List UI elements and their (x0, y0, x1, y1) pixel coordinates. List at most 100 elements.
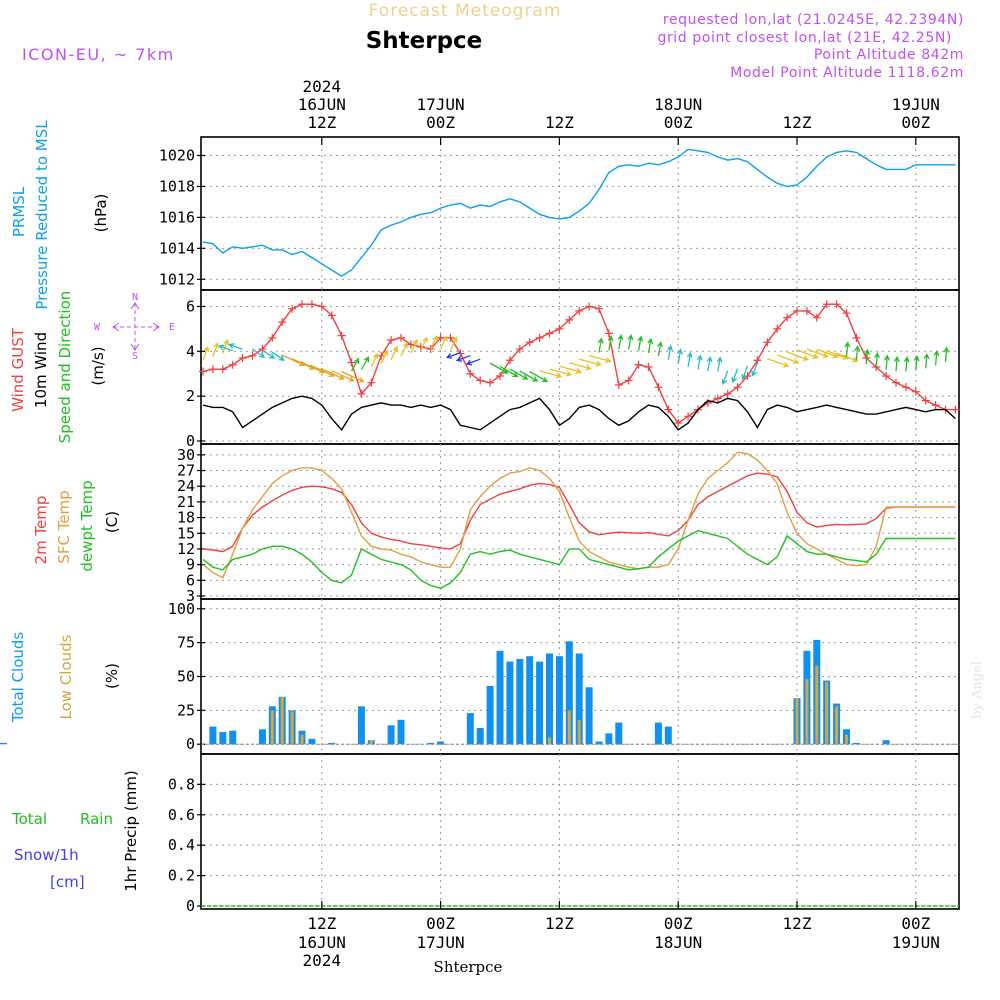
wind-direction-arrow-icon (331, 370, 355, 382)
gust-point (575, 306, 584, 315)
bottom-time-hour: 12Z (307, 914, 336, 933)
top-time-date: 16JUN (298, 95, 346, 114)
low-cloud-bar (825, 681, 829, 745)
wind-ytick-label: 4 (186, 342, 195, 360)
gust-point (397, 333, 405, 342)
total-cloud-bar (516, 658, 524, 745)
bottom-time-hour: 12Z (545, 914, 574, 933)
temperature-ytick-label: 18 (177, 509, 195, 527)
total-cloud-bar (605, 733, 613, 745)
low-cloud-bar (815, 665, 819, 745)
requested-coords: requested lon,lat (21.0245E, 42.2394N) (663, 12, 964, 28)
gust-point (743, 371, 752, 380)
temperature-ytick-label: 3 (186, 587, 195, 605)
total-cloud-bar (575, 653, 583, 745)
gust-point (505, 356, 514, 365)
plot-layer: 1012101410161018102002463691215182124273… (0, 77, 960, 970)
wind-series-wind-gust (202, 303, 956, 425)
gust-point (793, 306, 801, 315)
wind-direction-arrow-icon (499, 365, 519, 378)
wind-direction-arrow-icon (806, 348, 829, 359)
pressure-ytick-label: 1020 (159, 146, 195, 164)
gust-point (713, 394, 722, 403)
wind-direction-arrow-icon (864, 348, 871, 365)
temperature-panel-frame (200, 443, 960, 600)
gust-point (248, 351, 257, 360)
clouds-ytick-label: 50 (177, 668, 195, 686)
low-cloud-bar (835, 706, 839, 745)
gust-point (258, 345, 267, 354)
total-cloud-bar (526, 656, 534, 745)
low-cloud-bar (369, 740, 373, 745)
wind-direction-arrow-icon (529, 370, 549, 383)
total-clouds-label: Total Clouds (9, 632, 27, 724)
percent-unit-label: (%) (103, 663, 121, 689)
total-cloud-bar (229, 730, 237, 745)
wind-series-10m-wind (202, 395, 956, 431)
watermark: by Angel (970, 661, 985, 719)
temperature-ytick-label: 21 (177, 493, 195, 511)
wind-ytick-label: 2 (186, 387, 195, 405)
wind-direction-arrow-icon (913, 355, 920, 371)
clouds-ytick-label: 75 (177, 634, 195, 652)
wind-direction-arrow-icon (509, 368, 529, 380)
clouds-ytick-label: 0 (186, 735, 195, 753)
total-cloud-bar (387, 725, 395, 745)
clouds-ytick-label: 25 (177, 701, 195, 719)
wind-direction-arrow-icon (607, 335, 614, 351)
temperature-series-2m-temp (202, 472, 956, 553)
total-cloud-bar (852, 742, 860, 745)
wind-direction-arrow-icon (731, 368, 739, 384)
wind-direction-arrow-icon (222, 338, 229, 354)
wind-direction-arrow-icon (923, 353, 930, 369)
wind-10m-label: 10m Wind (32, 332, 50, 408)
top-time-date: 18JUN (654, 95, 702, 114)
low-cloud-bar (290, 711, 294, 745)
top-time-date: 17JUN (417, 95, 465, 114)
wind-direction-arrow-icon (420, 336, 428, 351)
wind-direction-arrow-icon (380, 349, 389, 364)
wind-direction-arrow-icon (539, 370, 563, 379)
gust-point (664, 405, 673, 414)
top-time-hour: 12Z (783, 113, 812, 132)
wind-direction-arrow-icon (350, 357, 360, 372)
wind-direction-arrow-icon (716, 356, 723, 372)
precip-ytick-label: 0.4 (168, 836, 195, 854)
wind-ytick-label: 6 (186, 297, 195, 315)
wind-direction-arrow-icon (826, 350, 849, 360)
low-cloud-bar (805, 679, 809, 745)
total-cloud-bar (506, 661, 514, 745)
ms-unit-label: (m/s) (89, 346, 107, 385)
compass-arrows-icon (112, 302, 160, 351)
wind-direction-arrow-icon (271, 351, 285, 361)
gust-point (733, 383, 742, 392)
pressure-ytick-label: 1014 (159, 239, 195, 257)
wind-direction-arrow-icon (874, 351, 880, 368)
gust-point (367, 378, 376, 387)
wind-direction-arrow-icon (281, 354, 306, 367)
wind-direction-arrow-icon (686, 351, 693, 367)
cloud-ylabel: Total Clouds Low Clouds (%) (9, 632, 121, 724)
gust-point (238, 354, 247, 363)
wind-direction-arrow-icon (311, 365, 335, 378)
legend-cm: [cm] (50, 873, 85, 891)
point-altitude: Point Altitude 842m (814, 47, 964, 63)
total-cloud-bar (209, 726, 217, 745)
pressure-ylabel: PRMSL Pressure Reduced to MSL (hPa) (10, 120, 110, 310)
hpa-unit-label: (hPa) (92, 194, 110, 233)
low-clouds-label: Low Clouds (57, 634, 75, 719)
gust-point (327, 311, 336, 320)
model-label: ICON-EU, ~ 7km (22, 45, 175, 64)
wind-direction-arrow-icon (933, 350, 940, 366)
top-time-hour: 12Z (545, 113, 574, 132)
temperature-ytick-label: 6 (186, 571, 195, 589)
temperature-series-sfc-temp (202, 451, 956, 579)
temp2m-label: 2m Temp (32, 496, 50, 565)
precip-ytick-label: 0.2 (168, 867, 195, 885)
precip-unit-label: 1hr Precip (mm) (122, 770, 140, 891)
low-cloud-bar (845, 734, 848, 745)
gust-point (931, 401, 940, 410)
gust-point (763, 338, 772, 347)
bottom-time-year: 2024 (303, 951, 342, 970)
